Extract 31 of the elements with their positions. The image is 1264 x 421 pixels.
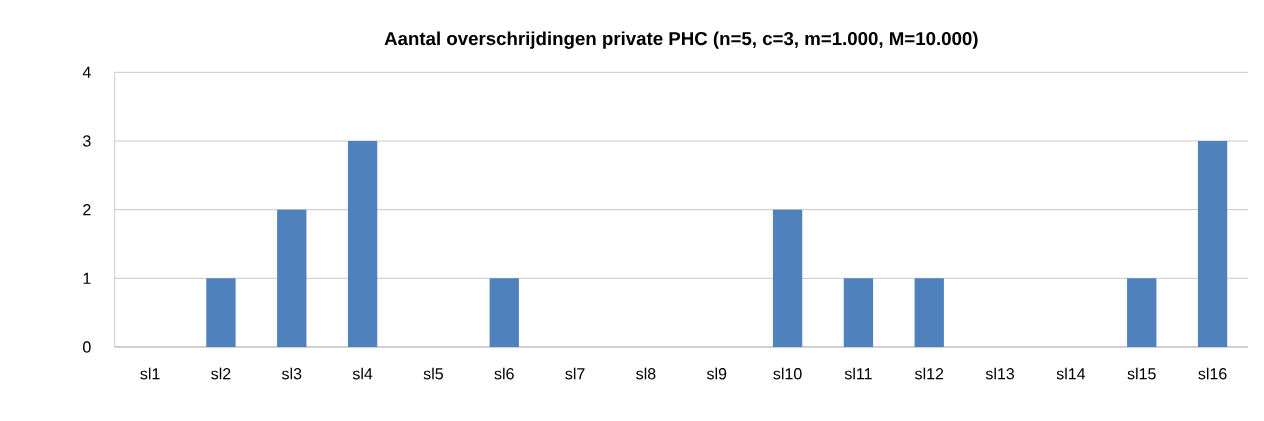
x-tick-label: sl11 (844, 367, 872, 380)
x-tick-label: sl7 (565, 367, 585, 380)
x-tick-label: sl6 (494, 367, 514, 380)
bar (206, 278, 236, 347)
x-tick-label: sl1 (140, 367, 160, 380)
y-tick-label: 1 (83, 272, 91, 284)
bar (772, 209, 803, 347)
x-tick-label: sl8 (636, 367, 656, 380)
y-tick-label: 0 (83, 341, 91, 353)
bar (347, 140, 378, 347)
bar (914, 278, 944, 347)
x-tick-label: sl9 (706, 367, 727, 380)
bar (277, 209, 307, 347)
x-tick-label: sl10 (773, 367, 802, 380)
x-tick-label: sl4 (352, 367, 373, 380)
x-tick-label: sl12 (915, 367, 944, 380)
y-tick-label: 3 (83, 135, 91, 147)
x-tick-label: sl14 (1056, 367, 1086, 380)
x-tick-label: sl2 (211, 367, 231, 380)
x-tick-label: sl13 (985, 367, 1015, 380)
x-tick-label: sl5 (423, 367, 443, 380)
y-tick-label: 4 (82, 66, 91, 78)
x-tick-label: sl3 (281, 367, 302, 380)
bar (1197, 140, 1228, 347)
bar (489, 278, 519, 347)
bar (1127, 278, 1157, 347)
y-tick-label: 2 (83, 204, 91, 216)
bar (843, 278, 874, 347)
x-tick-label: sl16 (1198, 367, 1227, 380)
x-tick-label: sl15 (1127, 367, 1156, 380)
chart-title: Aantal overschrijdingen private PHC (n=5, c=3, m=1.000, M=10.000) (384, 31, 978, 49)
